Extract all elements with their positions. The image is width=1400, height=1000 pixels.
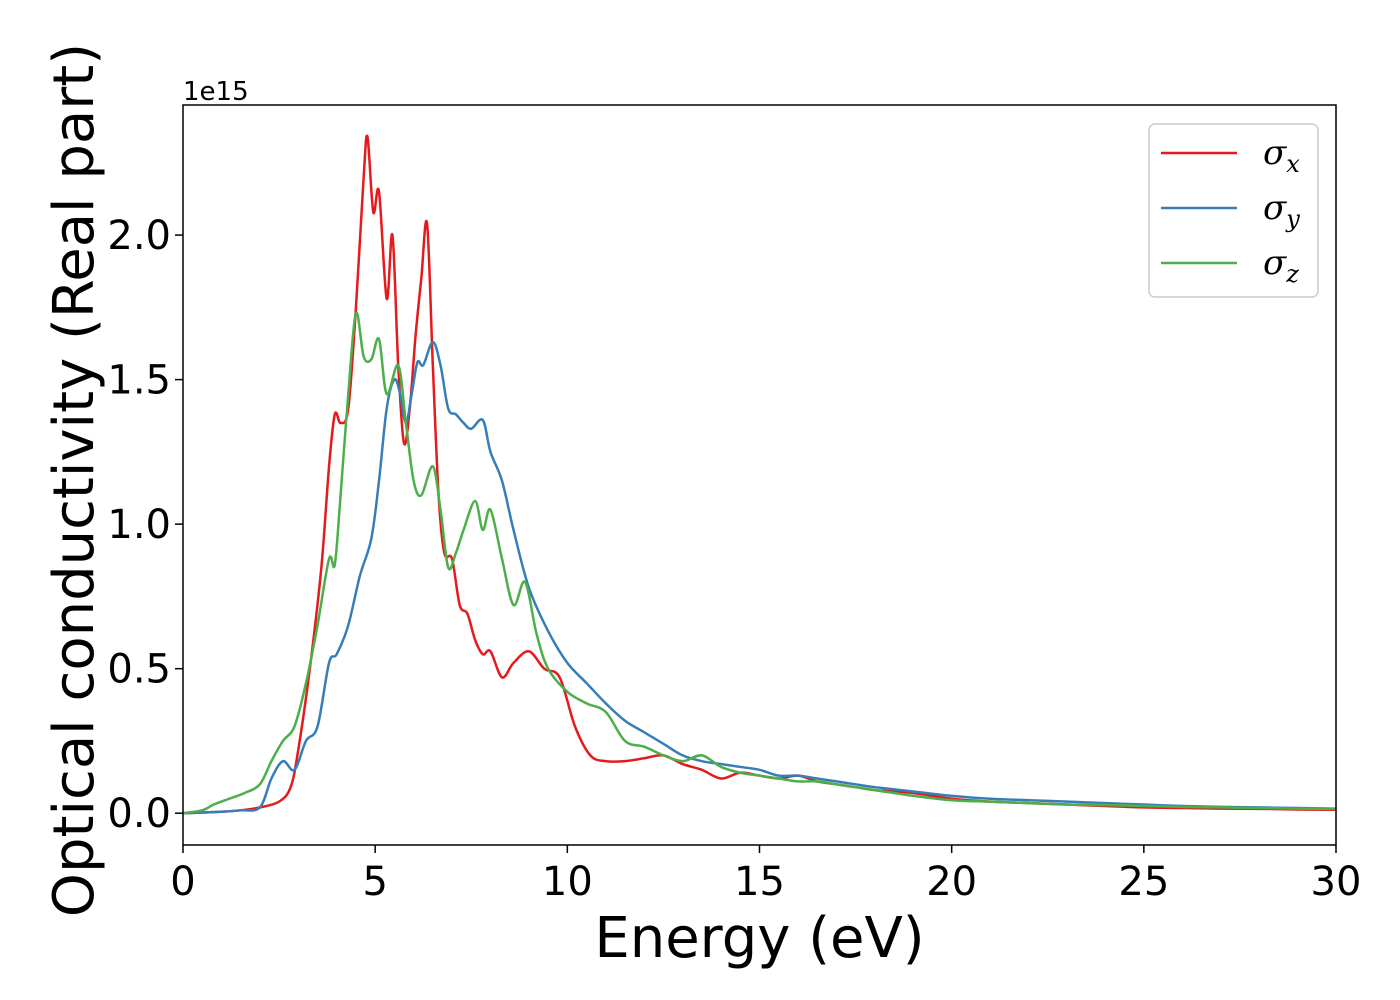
legend-label-sigma-y: σy <box>1263 188 1300 233</box>
x-tick-label: 30 <box>1311 859 1362 905</box>
x-tick-label: 20 <box>926 859 977 905</box>
series-layer <box>183 134 1336 815</box>
x-tick-label: 5 <box>362 859 387 905</box>
y-tick-label: 1.5 <box>107 358 171 404</box>
x-tick-label: 15 <box>734 859 785 905</box>
x-tick-label: 0 <box>170 859 195 905</box>
series-line-sigma-y <box>183 340 1336 815</box>
legend-box <box>1148 123 1319 298</box>
y-axis: 0.0 0.5 1.0 1.5 2.0 <box>107 213 183 837</box>
x-tick-label: 10 <box>542 859 593 905</box>
y-tick-label: 0.5 <box>107 647 171 693</box>
y-tick-label: 2.0 <box>107 213 171 259</box>
y-axis-label: Optical conductivity (Real part) <box>42 43 107 917</box>
y-multiplier-label: 1e15 <box>183 77 249 107</box>
x-axis-label: Energy (eV) <box>594 906 924 971</box>
y-tick-label: 1.0 <box>107 502 171 548</box>
x-tick-label: 25 <box>1118 859 1169 905</box>
y-tick-label: 0.0 <box>107 791 171 837</box>
x-axis: 0 5 10 15 20 25 30 <box>170 845 1361 905</box>
legend-label-sigma-x: σx <box>1263 133 1300 178</box>
series-line-sigma-z <box>183 311 1336 815</box>
